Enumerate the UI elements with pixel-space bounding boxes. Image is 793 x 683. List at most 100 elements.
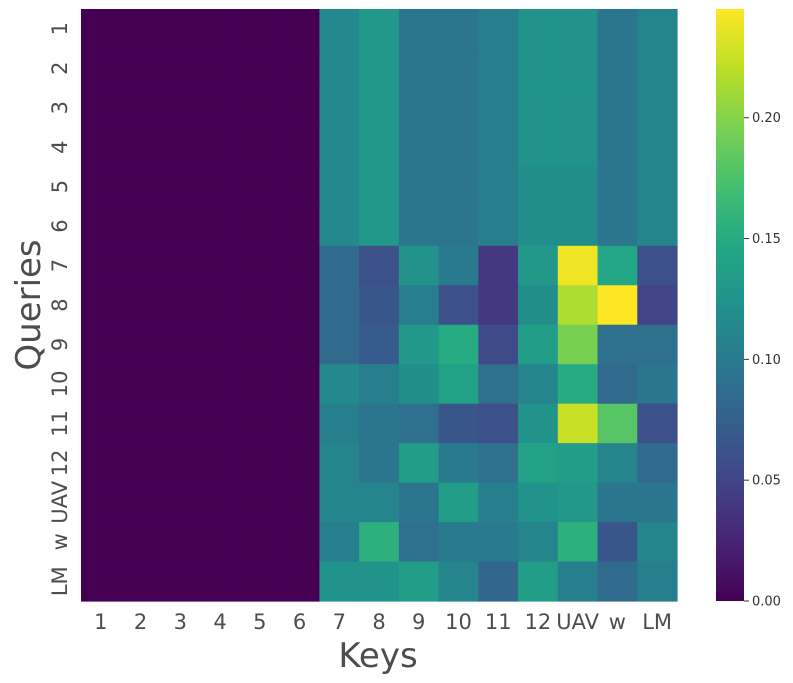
- heatmap-cell: [81, 443, 122, 484]
- y-tick-label: 3: [48, 101, 72, 114]
- heatmap-cell: [359, 87, 400, 128]
- colorbar-ticks: 0.00 0.05 0.10 0.15 0.20: [744, 111, 781, 610]
- heatmap-cell: [478, 9, 519, 50]
- y-tick-label: 5: [48, 180, 72, 193]
- heatmap-cell: [597, 245, 638, 286]
- heatmap-cell: [279, 443, 320, 484]
- heatmap-cell: [438, 87, 479, 128]
- heatmap-cell: [398, 245, 440, 286]
- heatmap-cell: [518, 561, 559, 602]
- heatmap-cell: [359, 127, 400, 168]
- heatmap-cell: [637, 403, 678, 444]
- heatmap-cell: [518, 206, 559, 247]
- heatmap-cell: [200, 166, 241, 207]
- heatmap-cell: [160, 285, 201, 326]
- heatmap-cell: [557, 166, 599, 207]
- heatmap-cell: [319, 206, 360, 247]
- heatmap-cell: [81, 127, 122, 168]
- heatmap-cell: [557, 87, 599, 128]
- heatmap-cell: [319, 127, 360, 168]
- heatmap-cell: [239, 127, 281, 168]
- heatmap-cell: [81, 482, 122, 523]
- heatmap-cell: [279, 364, 320, 405]
- heatmap-cell: [398, 561, 440, 602]
- heatmap-cell: [398, 206, 440, 247]
- heatmap-cell: [319, 9, 360, 50]
- y-tick-label: 12: [48, 450, 72, 477]
- x-tick-label: 5: [253, 610, 266, 634]
- heatmap-cell: [279, 561, 320, 602]
- heatmap-cell: [359, 9, 400, 50]
- y-tick-label: 8: [48, 298, 72, 311]
- x-tick-label: w: [609, 610, 626, 634]
- heatmap-cell: [518, 127, 559, 168]
- heatmap-cell: [597, 561, 638, 602]
- heatmap-cell: [438, 443, 479, 484]
- heatmap-cell: [438, 522, 479, 563]
- y-tick-label: 9: [48, 338, 72, 351]
- heatmap-cell: [438, 9, 479, 50]
- heatmap-cell: [319, 364, 360, 405]
- heatmap-cell: [359, 245, 400, 286]
- heatmap-cell: [597, 285, 638, 326]
- colorbar-gradient: [716, 9, 744, 601]
- heatmap-cell: [359, 166, 400, 207]
- heatmap-cell: [557, 561, 599, 602]
- heatmap-cell: [81, 561, 122, 602]
- heatmap-cell: [239, 403, 281, 444]
- heatmap-cell: [120, 206, 162, 247]
- heatmap-cell: [637, 522, 678, 563]
- heatmap-cell: [359, 561, 400, 602]
- heatmap-cell: [279, 127, 320, 168]
- heatmap-cell: [200, 364, 241, 405]
- x-tick-label: 8: [372, 610, 385, 634]
- heatmap-cell: [398, 9, 440, 50]
- heatmap-cell: [637, 9, 678, 50]
- x-tick-labels: 1 2 3 4 5 6 7 8 9 10 11 12 UAV w LM: [94, 610, 672, 634]
- x-axis-title: Keys: [338, 636, 417, 676]
- heatmap-cell: [239, 206, 281, 247]
- heatmap-cell: [478, 324, 519, 365]
- heatmap-cell: [81, 48, 122, 89]
- heatmap-cell: [438, 285, 479, 326]
- heatmap-cell: [200, 48, 241, 89]
- heatmap-cell: [518, 364, 559, 405]
- heatmap-cell: [120, 285, 162, 326]
- heatmap-cell: [239, 245, 281, 286]
- y-tick-label: 6: [48, 219, 72, 232]
- heatmap-cell: [478, 87, 519, 128]
- heatmap-cell: [438, 166, 479, 207]
- heatmap-cell: [557, 403, 599, 444]
- heatmap-cell: [597, 166, 638, 207]
- heatmap-cell: [557, 482, 599, 523]
- heatmap-cell: [160, 324, 201, 365]
- y-tick-label: w: [48, 533, 72, 550]
- heatmap-cell: [359, 403, 400, 444]
- heatmap-cell: [637, 166, 678, 207]
- heatmap-cell: [120, 364, 162, 405]
- heatmap-cell: [398, 443, 440, 484]
- heatmap-cell: [637, 443, 678, 484]
- heatmap-cell: [597, 87, 638, 128]
- heatmap-cell: [637, 206, 678, 247]
- heatmap-cell: [279, 482, 320, 523]
- heatmap-cell: [319, 324, 360, 365]
- heatmap-cell: [319, 166, 360, 207]
- heatmap-cell: [557, 245, 599, 286]
- heatmap-cell: [81, 324, 122, 365]
- heatmap-cell: [637, 561, 678, 602]
- heatmap-cell: [597, 206, 638, 247]
- heatmap-cell: [557, 48, 599, 89]
- heatmap-cell: [200, 87, 241, 128]
- heatmap-cell: [398, 364, 440, 405]
- heatmap-cell: [438, 245, 479, 286]
- heatmap-cell: [597, 403, 638, 444]
- heatmap-cell: [120, 166, 162, 207]
- heatmap-cell: [279, 245, 320, 286]
- heatmap-cell: [160, 403, 201, 444]
- heatmap-cell: [438, 206, 479, 247]
- x-tick-label: LM: [642, 610, 672, 634]
- heatmap-cell: [239, 324, 281, 365]
- x-tick-label: 6: [293, 610, 306, 634]
- heatmap-cell: [637, 245, 678, 286]
